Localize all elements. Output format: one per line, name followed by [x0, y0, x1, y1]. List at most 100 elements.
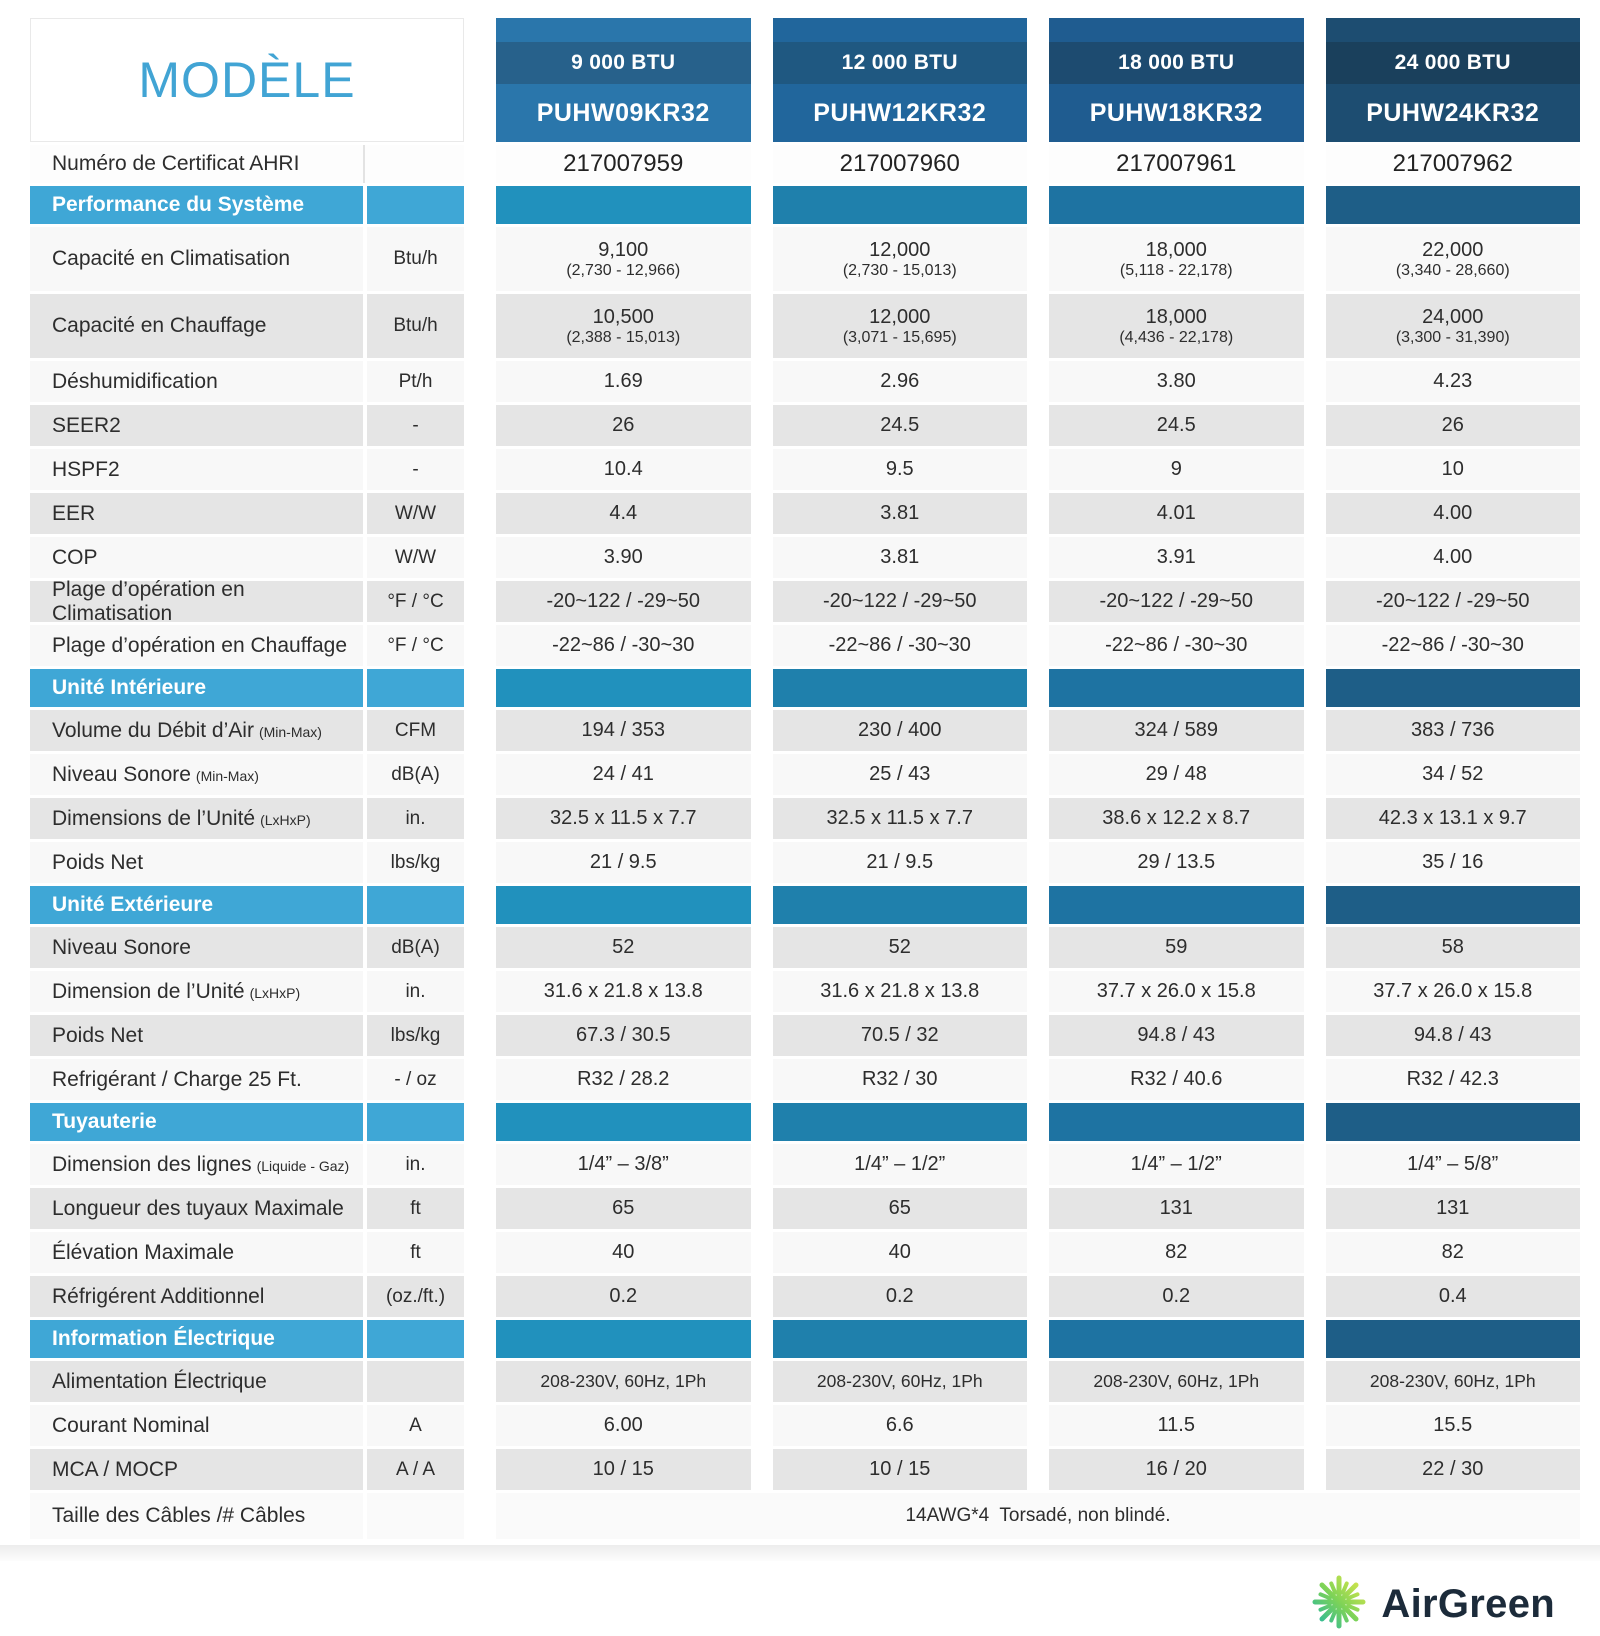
data-cell: 58 [1325, 927, 1580, 968]
data-value: 10.4 [603, 458, 643, 480]
data-range: (3,300 - 31,390) [1395, 328, 1510, 346]
data-value: 383 / 736 [1411, 719, 1495, 741]
data-value: 52 [888, 936, 911, 958]
data-value: 0.2 [1162, 1285, 1191, 1307]
row-label-text: MCA / MOCP [52, 1457, 179, 1481]
data-cell: R32 / 40.6 [1049, 1059, 1304, 1100]
row-unit: ft [367, 1232, 464, 1273]
section-title: Performance du Système [30, 186, 363, 224]
row-label: EER [30, 493, 363, 534]
data-value: 31.6 x 21.8 x 13.8 [543, 980, 703, 1002]
row-unit: (oz./ft.) [367, 1276, 464, 1317]
row-label-text: Dimension de l’Unité [52, 979, 245, 1003]
row-unit: lbs/kg [367, 842, 464, 883]
section-band [496, 1103, 751, 1141]
row-label: Refrigérant / Charge 25 Ft. [30, 1059, 363, 1100]
spec-row: EER W/W 4.4 3.81 4.01 4.00 [30, 493, 1580, 534]
data-cell: 208-230V, 60Hz, 1Ph [1049, 1361, 1304, 1402]
data-value: 70.5 / 32 [860, 1024, 939, 1046]
data-cell: 3.80 [1049, 361, 1304, 402]
row-label-text: Courant Nominal [52, 1413, 210, 1437]
row-label-text: Volume du Débit d’Air [52, 718, 254, 742]
data-value: -22~86 / -30~30 [1105, 634, 1248, 656]
row-label: Réfrigérent Additionnel [30, 1276, 363, 1317]
ahri-number: 217007962 [1325, 145, 1580, 183]
data-value: 65 [612, 1197, 635, 1219]
data-cell: 3.91 [1049, 537, 1304, 578]
data-range: (3,071 - 15,695) [842, 328, 957, 346]
data-cell: 32.5 x 11.5 x 7.7 [496, 798, 751, 839]
spec-row: Niveau Sonore dB(A) 52 52 59 58 [30, 927, 1580, 968]
data-value: 40 [888, 1241, 911, 1263]
data-cell: 18,000 (5,118 - 22,178) [1049, 227, 1304, 291]
data-cell: 15.5 [1325, 1405, 1580, 1446]
row-label-text: Plage d’opération en Chauffage [52, 633, 348, 657]
data-value: 67.3 / 30.5 [575, 1024, 671, 1046]
data-value: 18,000 [1145, 238, 1207, 261]
section-band [772, 886, 1027, 924]
data-cell: 1/4” – 3/8” [496, 1144, 751, 1185]
data-value: 22 / 30 [1422, 1458, 1484, 1480]
data-value: -22~86 / -30~30 [1381, 634, 1524, 656]
section-unit-band [367, 669, 464, 707]
row-label: COP [30, 537, 363, 578]
data-cell: 18,000 (4,436 - 22,178) [1049, 294, 1304, 358]
row-unit: W/W [367, 537, 464, 578]
spec-sheet: MODÈLE 9 000 BTU PUHW09KR32 12 000 BTU PUHW1… [30, 18, 1580, 1527]
data-cell: -22~86 / -30~30 [496, 625, 751, 666]
spec-row: Refrigérant / Charge 25 Ft. - / oz R32 / 2… [30, 1059, 1580, 1100]
row-unit: in. [367, 1144, 464, 1185]
data-value: 10 [1441, 458, 1464, 480]
data-cell: 26 [496, 405, 751, 446]
row-unit: °F / °C [367, 581, 464, 622]
row-label-note: (LxHxP) [260, 812, 311, 828]
row-unit: ft [367, 1188, 464, 1229]
data-value: 1/4” – 1/2” [854, 1153, 946, 1175]
column-btu-label: 12 000 BTU [772, 42, 1027, 84]
row-label-text: Dimensions de l’Unité [52, 806, 256, 830]
data-value: 29 / 48 [1145, 763, 1207, 785]
data-value: 10 / 15 [869, 1458, 931, 1480]
data-range: (4,436 - 22,178) [1119, 328, 1234, 346]
data-value: 1/4” – 5/8” [1407, 1153, 1499, 1175]
row-label: Dimension de l’Unité (LxHxP) [30, 971, 363, 1012]
spec-row: Poids Net lbs/kg 21 / 9.5 21 / 9.5 29 / 13.5… [30, 842, 1580, 883]
data-cell: 32.5 x 11.5 x 7.7 [772, 798, 1027, 839]
row-unit [367, 1361, 464, 1402]
data-cell: 9,100 (2,730 - 12,966) [496, 227, 751, 291]
row-label: Plage d’opération en Climatisation [30, 578, 363, 625]
spec-row: Dimension de l’Unité (LxHxP) in. 31.6 x 21.… [30, 971, 1580, 1012]
spec-row: Longueur des tuyaux Maximale ft 65 65 131 131 [30, 1188, 1580, 1229]
data-value: 82 [1441, 1241, 1464, 1263]
data-cell: 67.3 / 30.5 [496, 1015, 751, 1056]
column-model-label: PUHW24KR32 [1366, 98, 1540, 127]
data-cell: -22~86 / -30~30 [1049, 625, 1304, 666]
spec-row: Plage d’opération en Climatisation °F / °… [30, 578, 1580, 625]
data-cell: -22~86 / -30~30 [772, 625, 1027, 666]
data-cell: 21 / 9.5 [772, 842, 1027, 883]
data-cell: 324 / 589 [1049, 710, 1304, 751]
data-cell: -22~86 / -30~30 [1325, 625, 1580, 666]
data-value: 26 [1441, 414, 1464, 436]
spec-row: Élévation Maximale ft 40 40 82 82 [30, 1232, 1580, 1273]
data-cell: 24.5 [772, 405, 1027, 446]
row-label: Poids Net [30, 1015, 363, 1056]
data-cell: R32 / 42.3 [1325, 1059, 1580, 1100]
data-value: 58 [1441, 936, 1464, 958]
bottom-divider-strip [0, 1545, 1600, 1561]
spec-row: Plage d’opération en Chauffage °F / °C -22… [30, 625, 1580, 666]
row-label-text: Niveau Sonore [52, 935, 191, 959]
data-value: 0.2 [885, 1285, 914, 1307]
data-value: 94.8 / 43 [1413, 1024, 1492, 1046]
section-band [496, 669, 751, 707]
spec-row: Dimensions de l’Unité (LxHxP) in. 32.5 x 11… [30, 798, 1580, 839]
data-cell: 21 / 9.5 [496, 842, 751, 883]
column-header: 12 000 BTU PUHW12KR32 [772, 18, 1027, 142]
data-value: 3.90 [603, 546, 643, 568]
data-cell: 12,000 (3,071 - 15,695) [772, 294, 1027, 358]
data-value: 194 / 353 [581, 719, 665, 741]
section-band [1049, 1103, 1304, 1141]
data-cell: 10.4 [496, 449, 751, 490]
section-band [496, 886, 751, 924]
section-header-row: Information Électrique [30, 1320, 1580, 1358]
